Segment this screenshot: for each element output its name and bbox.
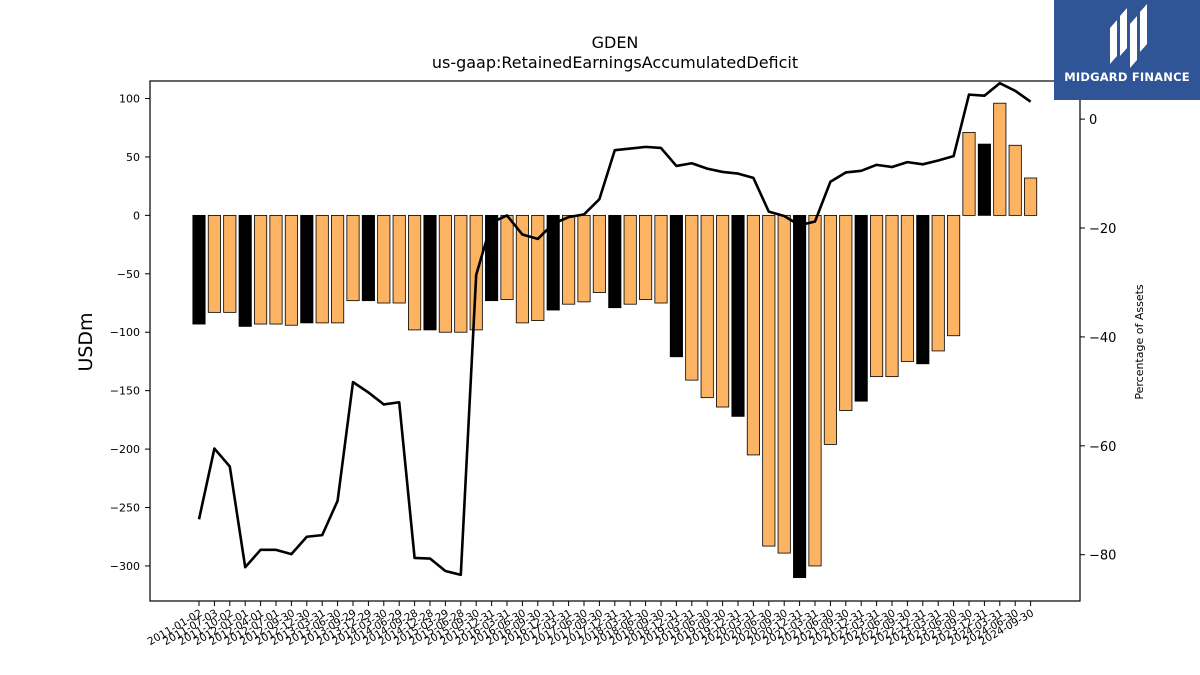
bar-2020-09-30 <box>777 214 791 554</box>
pct-assets-line-group <box>197 81 1032 577</box>
y-tick-label: 100 <box>119 93 140 106</box>
y-tick-label: −100 <box>110 326 140 339</box>
bar-2022-09-30 <box>900 214 914 362</box>
bar-2011-07-03 <box>207 214 221 313</box>
bar-2019-09-30 <box>716 214 730 408</box>
bar-2016-06-30 <box>515 214 529 324</box>
y-tick-label: −150 <box>110 385 140 398</box>
bar-2021-06-30 <box>823 214 837 445</box>
bar-2018-03-31 <box>623 214 637 305</box>
bars-group <box>192 102 1038 579</box>
bar-2018-06-30 <box>639 214 653 300</box>
bar-2014-12-28 <box>423 214 437 331</box>
bar-2016-09-30 <box>531 214 545 321</box>
bar-2018-09-30 <box>654 214 668 304</box>
y-tick-label: −300 <box>110 560 140 573</box>
y2-axis-ticks: 0 −20 −40 −60 −80 <box>1080 113 1116 564</box>
bar-2020-03-31 <box>746 214 760 456</box>
bar-2013-12-29 <box>361 214 375 302</box>
bar-2012-01-01 <box>238 214 252 327</box>
bar-2013-06-30 <box>331 214 345 324</box>
bar-2017-06-30 <box>577 214 591 303</box>
bar-2017-03-31 <box>562 214 576 305</box>
midgard-finance-logo: MIDGARD FINANCE <box>1054 0 1200 100</box>
bar-2015-03-29 <box>438 214 452 333</box>
bar-2016-03-31 <box>500 214 514 300</box>
y2-tick-label: 0 <box>1089 113 1097 128</box>
bar-2019-06-30 <box>700 214 714 399</box>
bar-2013-09-29 <box>346 214 360 302</box>
bar-2012-07-01 <box>269 214 283 325</box>
bar-2013-03-31 <box>315 214 329 324</box>
bar-2016-12-31 <box>546 214 560 311</box>
y-tick-label: −250 <box>110 502 140 515</box>
bar-2017-12-31 <box>608 214 622 309</box>
bar-2023-09-30 <box>962 132 976 216</box>
bar-2014-03-30 <box>377 214 391 304</box>
y2-tick-label: −80 <box>1089 549 1116 564</box>
bar-2012-12-30 <box>300 214 314 324</box>
y-axis-label: USDm <box>75 312 97 371</box>
bar-2022-06-30 <box>885 214 899 378</box>
logo-text: MIDGARD FINANCE <box>1064 70 1190 84</box>
bar-2012-09-30 <box>284 214 298 326</box>
bar-2018-12-31 <box>669 214 683 358</box>
chart-subtitle: us-gaap:RetainedEarningsAccumulatedDefic… <box>432 53 798 72</box>
bar-2024-03-31 <box>993 102 1007 216</box>
bar-2020-06-30 <box>762 214 776 547</box>
bar-2023-03-31 <box>931 214 945 352</box>
bar-2014-09-28 <box>408 214 422 331</box>
bar-2019-03-31 <box>685 214 699 381</box>
bar-2022-12-31 <box>916 214 930 365</box>
bar-2011-01-02 <box>192 214 206 325</box>
bar-2023-06-30 <box>947 214 961 337</box>
bar-2022-03-31 <box>870 214 884 378</box>
bar-2014-06-29 <box>392 214 406 304</box>
y2-axis-label: Percentage of Assets <box>1133 284 1146 400</box>
bar-2015-06-28 <box>454 214 468 333</box>
y2-tick-label: −40 <box>1089 331 1116 346</box>
bar-2017-09-30 <box>592 214 606 293</box>
y-tick-label: 0 <box>133 209 140 222</box>
bar-2024-09-30 <box>1024 177 1038 216</box>
bar-2019-12-31 <box>731 214 745 417</box>
plot-frame <box>149 80 1081 602</box>
bar-2021-03-31 <box>808 214 822 567</box>
chart-title: GDEN <box>592 33 639 52</box>
x-axis-ticks: 2011-01-022011-07-032011-10-022012-01-01… <box>146 601 1036 648</box>
bar-2024-06-30 <box>1008 144 1022 216</box>
bar-2015-12-31 <box>485 214 499 302</box>
y-axis-ticks: 100 50 0 −50 −100 −150 −200 −250 −300 <box>110 93 150 573</box>
pct-assets-line <box>197 81 1032 577</box>
y-tick-label: −50 <box>117 268 140 281</box>
bar-2023-12-31 <box>977 143 991 216</box>
y2-tick-label: −60 <box>1089 440 1116 455</box>
midgard-logo-icon <box>1110 4 1147 68</box>
bar-2012-04-01 <box>254 214 268 325</box>
y-tick-label: 50 <box>126 151 140 164</box>
y-tick-label: −200 <box>110 443 140 456</box>
bar-2011-10-02 <box>223 214 237 313</box>
bar-2021-09-30 <box>839 214 853 411</box>
bar-2020-12-31 <box>793 214 807 579</box>
bar-2021-12-31 <box>854 214 868 402</box>
y2-tick-label: −20 <box>1089 222 1116 237</box>
